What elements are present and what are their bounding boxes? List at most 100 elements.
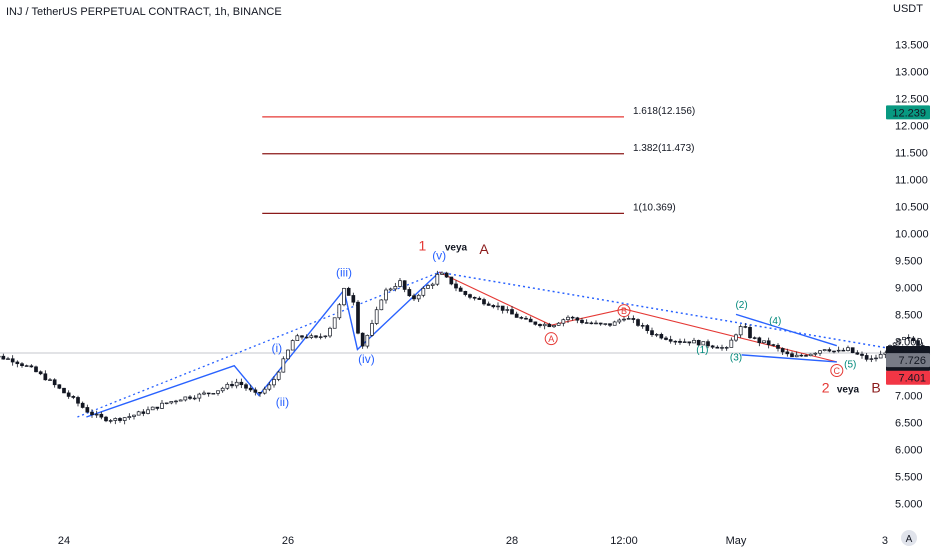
- candle-body: [874, 357, 878, 360]
- circled-wave-label: C: [834, 366, 841, 376]
- candle-body: [146, 409, 150, 414]
- candle-body: [108, 420, 113, 422]
- candle-body: [519, 317, 524, 319]
- candle-body: [15, 361, 20, 365]
- candle-body: [206, 392, 211, 395]
- candle-body: [594, 322, 598, 325]
- subwave-label: (i): [271, 341, 282, 355]
- candle-body: [682, 341, 687, 343]
- candle-body: [813, 352, 818, 355]
- candle-body: [631, 318, 636, 320]
- subwave-label: (ii): [276, 395, 289, 409]
- candle-body: [463, 291, 468, 295]
- candle-body: [673, 340, 678, 343]
- candle-body: [160, 402, 164, 409]
- candle-body: [370, 323, 374, 336]
- candle-body: [626, 318, 631, 320]
- minor-wave-label: (4): [769, 316, 781, 327]
- candle-body: [524, 317, 528, 320]
- candle-body: [262, 388, 267, 394]
- target-price-badge: 12.239: [892, 107, 926, 119]
- candle-body: [272, 379, 276, 386]
- candle-body: [286, 349, 290, 360]
- candle-body: [430, 283, 435, 286]
- price-tick-label: 9.000: [895, 282, 923, 294]
- candle-body: [132, 414, 136, 417]
- fib-level-label: 1.382(11.473): [633, 143, 695, 154]
- auto-scale-label: A: [906, 534, 913, 545]
- candle-body: [192, 397, 197, 400]
- candle-body: [846, 347, 850, 351]
- minor-wave-label: (2): [735, 300, 747, 311]
- auto-scale-button[interactable]: A: [901, 530, 917, 546]
- candle-body: [258, 391, 262, 394]
- candle-body: [62, 387, 66, 394]
- candle-body: [472, 296, 477, 299]
- candle-body: [384, 289, 388, 301]
- candle-body: [34, 366, 38, 373]
- candle-body: [804, 355, 808, 357]
- circled-wave-marker: [617, 304, 631, 318]
- candle-body: [706, 341, 710, 347]
- candle-body: [734, 334, 738, 341]
- stop-price-badge-bg: [886, 370, 930, 385]
- candle-body: [6, 358, 10, 360]
- candle-body: [267, 384, 272, 390]
- candle-body: [328, 327, 332, 337]
- wedge-lower-line: [741, 354, 837, 363]
- candle-body: [346, 287, 351, 296]
- price-tick-label: 8.500: [895, 309, 923, 321]
- price-tick-label: 8.000: [895, 336, 923, 348]
- candle-body: [612, 321, 617, 326]
- candle-body: [906, 337, 911, 339]
- wave-label: 1: [419, 238, 427, 254]
- candle-body: [701, 341, 706, 346]
- candle-body: [528, 318, 533, 323]
- candle-body: [20, 363, 24, 367]
- price-tick-label: 11.500: [895, 147, 928, 159]
- candle-body: [827, 349, 832, 352]
- price-tick-label: 6.500: [895, 417, 923, 429]
- candle-body: [696, 339, 701, 346]
- candle-body: [477, 297, 482, 300]
- candle-body: [230, 383, 234, 387]
- candle-body: [468, 294, 472, 298]
- wave-label: A: [479, 241, 489, 257]
- time-tick-label: 3: [882, 535, 888, 547]
- price-tick-label: 10.500: [895, 201, 929, 213]
- candle-body: [412, 295, 416, 300]
- candle-body: [398, 280, 402, 287]
- candle-body: [710, 345, 715, 348]
- candle-body: [248, 387, 253, 391]
- candle-body: [216, 390, 220, 394]
- candle-body: [486, 303, 491, 306]
- candle-body: [351, 295, 356, 303]
- candle-body: [622, 318, 626, 321]
- candle-body: [748, 326, 752, 339]
- candle-body: [150, 406, 155, 411]
- candle-body: [897, 339, 902, 344]
- candle-body: [374, 309, 379, 324]
- candle-body: [76, 397, 80, 404]
- veya-label: veya: [445, 243, 468, 254]
- fib-level-label: 1(10.369): [633, 202, 676, 213]
- candle-body: [29, 365, 34, 368]
- candle-body: [332, 317, 337, 329]
- candle-body: [836, 349, 841, 352]
- candle-body: [715, 346, 720, 349]
- candle-body: [104, 416, 108, 422]
- candle-body: [52, 379, 57, 386]
- candle-body: [878, 354, 883, 359]
- descending-trendline: [439, 271, 932, 357]
- price-axis[interactable]: USDT 13.500 13.000 12.500 12.000 11.500 11.00…: [886, 3, 930, 510]
- candles-layer: [0, 270, 930, 425]
- candle-body: [570, 316, 575, 319]
- candle-body: [71, 396, 76, 398]
- candle-body: [113, 418, 118, 421]
- candle-body: [318, 336, 323, 338]
- candle-body: [766, 340, 771, 345]
- candle-body: [692, 339, 696, 344]
